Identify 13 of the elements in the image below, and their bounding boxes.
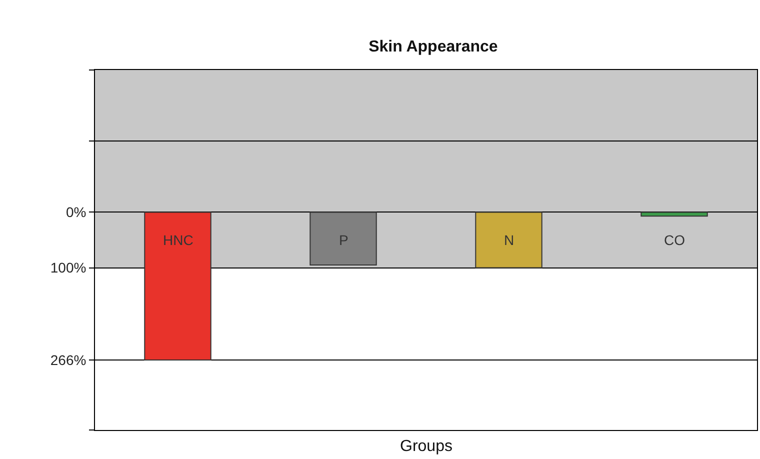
x-tick-label: HNC <box>163 232 194 248</box>
bar <box>640 212 708 217</box>
x-tick-label: P <box>339 232 348 248</box>
x-tick-label: CO <box>664 232 686 248</box>
bar <box>310 212 377 266</box>
bar <box>144 212 212 360</box>
x-axis-title: Groups <box>400 438 452 455</box>
chart-title: Skin Appearance <box>368 38 498 56</box>
y-tick-label: 100% <box>50 260 86 276</box>
y-tick-label: 0% <box>66 204 86 220</box>
bar <box>475 212 542 268</box>
x-tick-label: N <box>504 232 514 248</box>
y-tick-label: 266% <box>50 352 86 368</box>
